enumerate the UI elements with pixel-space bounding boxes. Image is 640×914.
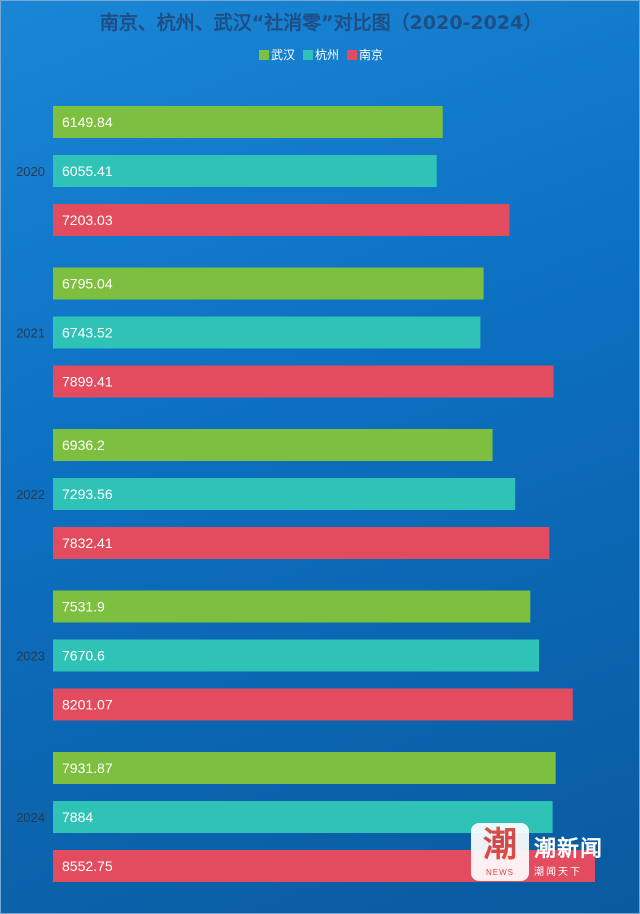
brand-slogan: 潮闻天下 (534, 867, 582, 878)
bar-2020-2 (53, 204, 510, 236)
bar-2020-0 (53, 106, 443, 138)
category-label-2022: 2022 (16, 487, 45, 502)
data-label-2021-0: 6795.04 (62, 276, 113, 292)
bar-2023-1 (53, 639, 540, 672)
bar-2022-2 (53, 527, 550, 559)
legend-swatch-1 (303, 50, 313, 60)
bar-2021-1 (53, 316, 481, 349)
news-logo-icon: 潮 NEWS (471, 823, 529, 881)
bar-2024-1 (53, 801, 553, 833)
legend: 武汉 杭州 南京 (259, 47, 383, 62)
data-label-2020-1: 6055.41 (62, 163, 113, 179)
data-label-2020-0: 6149.84 (62, 114, 113, 130)
legend-swatch-2 (347, 50, 357, 60)
category-label-2024: 2024 (16, 810, 45, 825)
bar-2021-2 (53, 365, 554, 398)
data-label-2022-2: 7832.41 (62, 535, 113, 551)
data-label-2023-0: 7531.9 (62, 599, 105, 615)
legend-swatch-0 (259, 50, 269, 60)
chart-title: 南京、杭州、武汉“社消零”对比图（2020-2024） (100, 11, 543, 34)
bar-2020-1 (53, 155, 437, 187)
data-label-2024-0: 7931.87 (62, 760, 113, 776)
data-label-2022-1: 7293.56 (62, 486, 113, 502)
brand-name: 潮新闻 (534, 837, 604, 862)
logo-glyph: 潮 (483, 825, 517, 865)
category-label-2021: 2021 (16, 326, 45, 341)
legend-label-0: 武汉 (271, 48, 295, 62)
logo-sub-text: NEWS (486, 868, 514, 877)
category-label-2023: 2023 (16, 649, 45, 664)
category-label-2020: 2020 (16, 164, 45, 179)
bar-2022-0 (53, 429, 493, 461)
data-label-2021-1: 6743.52 (62, 325, 113, 341)
data-label-2021-2: 7899.41 (62, 374, 113, 390)
bar-2022-1 (53, 478, 516, 510)
data-label-2024-2: 8552.75 (62, 858, 113, 874)
data-label-2024-1: 7884 (62, 809, 93, 825)
data-label-2022-0: 6936.2 (62, 437, 105, 453)
bars-group: 6149.84 6055.41 7203.03 2020 6795.04 6743.52 7… (16, 106, 595, 882)
bar-2023-2 (53, 688, 573, 721)
data-label-2023-1: 7670.6 (62, 648, 105, 664)
legend-label-2: 南京 (359, 47, 383, 62)
legend-label-1: 杭州 (315, 47, 339, 62)
bar-2024-0 (53, 752, 556, 784)
bar-2021-0 (53, 267, 484, 300)
data-label-2020-2: 7203.03 (62, 212, 113, 228)
data-label-2023-2: 8201.07 (62, 697, 113, 713)
bar-2023-0 (53, 590, 531, 623)
